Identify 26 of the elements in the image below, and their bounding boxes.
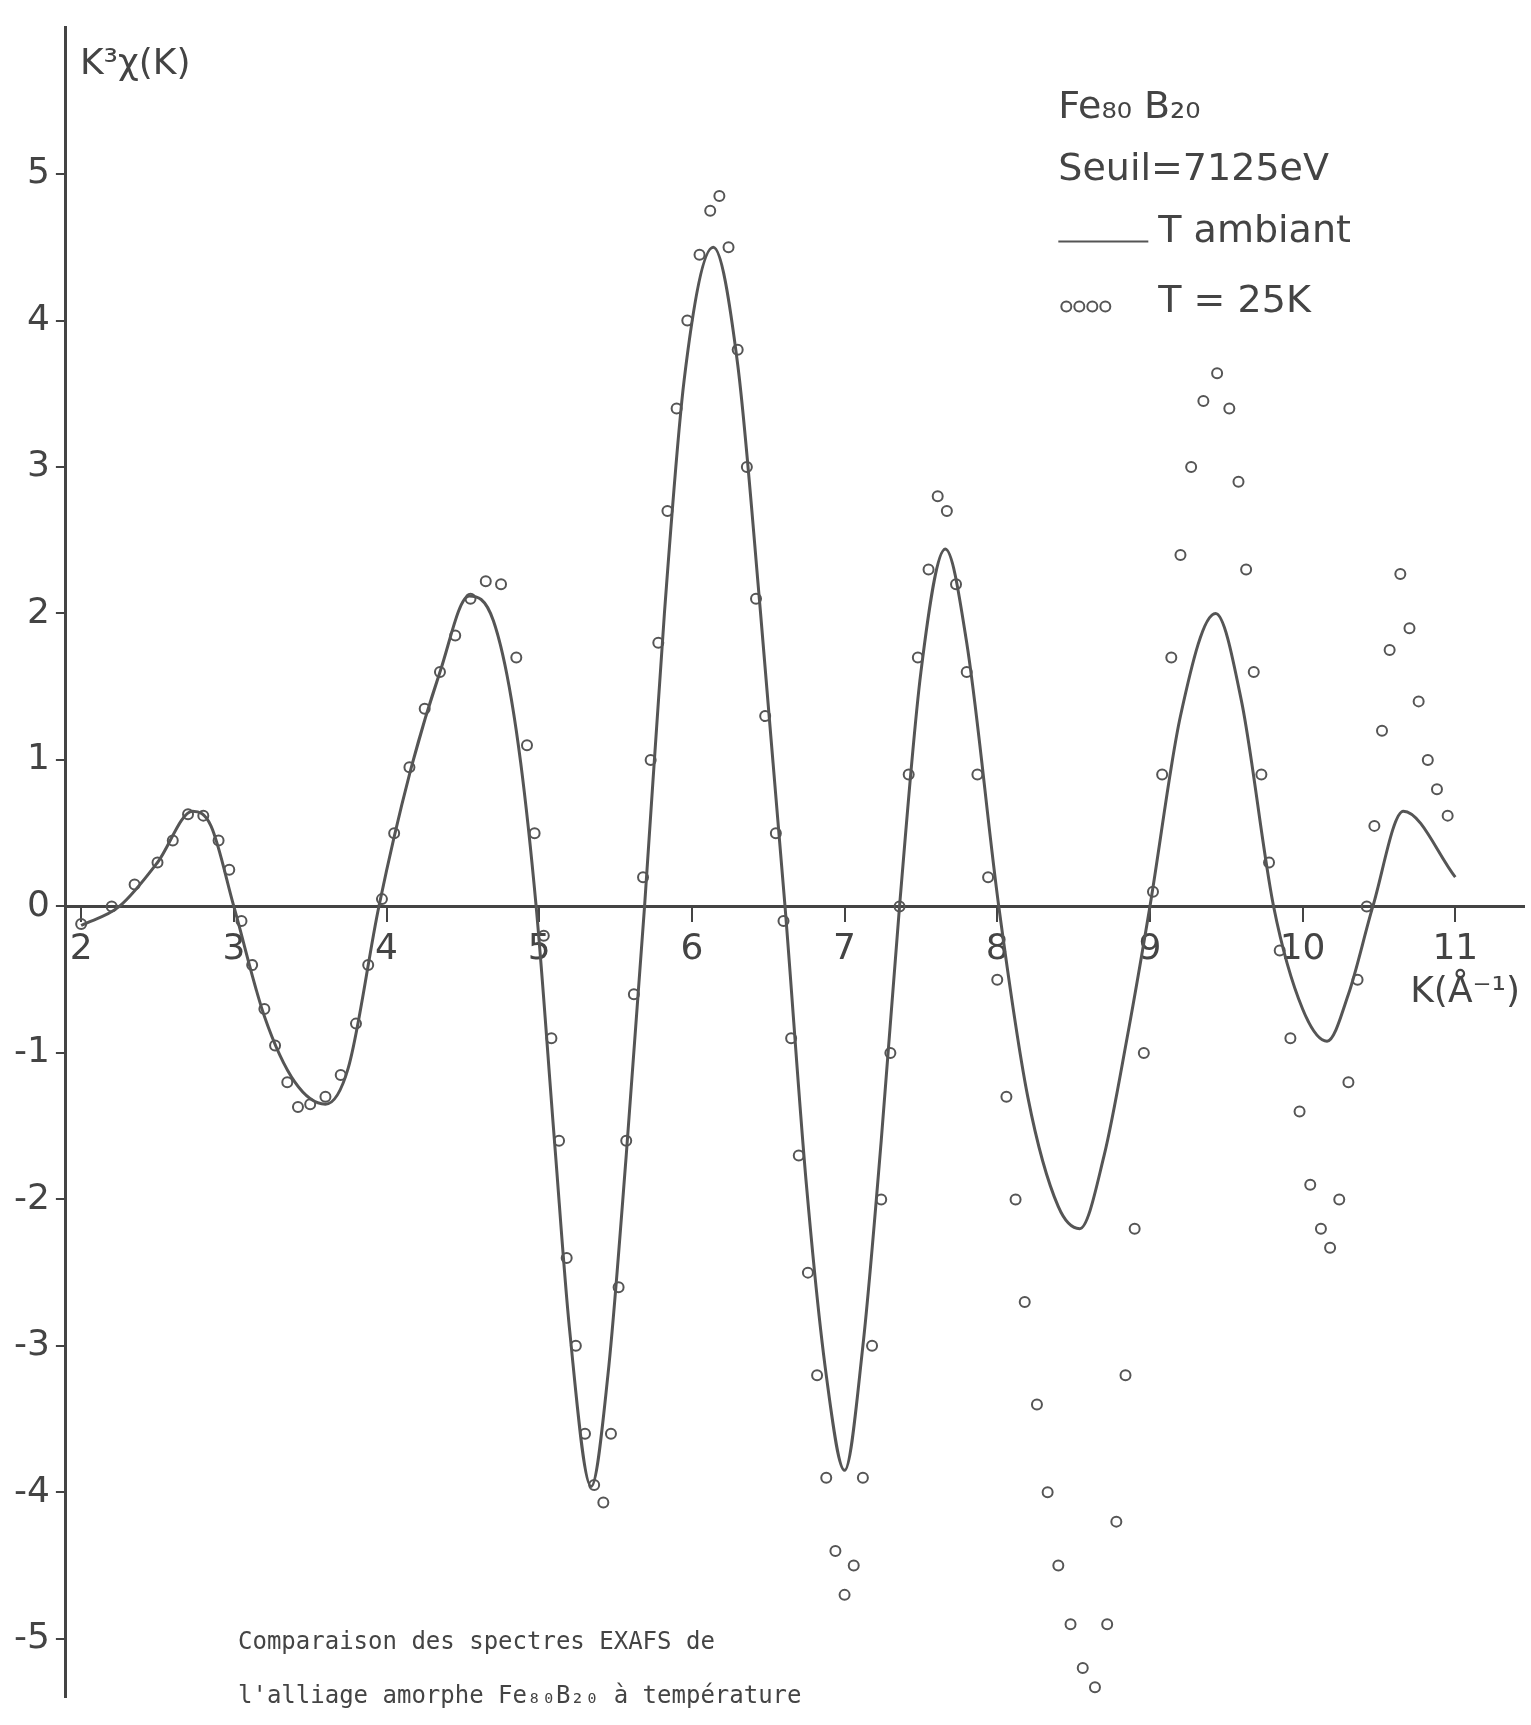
y-tick-label: -1 bbox=[13, 1029, 50, 1071]
y-axis-title: K³χ(K) bbox=[79, 40, 191, 82]
y-tick-label: 1 bbox=[26, 736, 50, 778]
annotation: Comparaison des spectres EXAFS de bbox=[238, 1627, 715, 1655]
text: Seuil=7125eV bbox=[1058, 144, 1329, 189]
x-tick-label: 2 bbox=[69, 926, 93, 968]
annotation: l'alliage amorphe Fe₈₀B₂₀ à température bbox=[238, 1681, 802, 1709]
y-tick-label: -3 bbox=[13, 1322, 50, 1364]
y-tick-label: 5 bbox=[26, 150, 50, 192]
legend-label: T = 25K bbox=[1157, 276, 1312, 321]
y-tick-label: -5 bbox=[13, 1615, 50, 1657]
x-axis-title: K(Å⁻¹) bbox=[1410, 968, 1520, 1011]
x-tick-label: 6 bbox=[680, 926, 704, 968]
x-tick-label: 4 bbox=[375, 926, 398, 968]
legend-label: T ambiant bbox=[1157, 206, 1351, 251]
x-tick-label: 11 bbox=[1432, 926, 1479, 968]
x-tick-label: 10 bbox=[1279, 926, 1326, 968]
y-tick-label: 0 bbox=[26, 882, 50, 924]
y-tick-label: -2 bbox=[13, 1175, 50, 1217]
x-tick-label: 7 bbox=[833, 926, 857, 968]
y-tick-label: 3 bbox=[26, 443, 50, 485]
x-tick-label: 3 bbox=[222, 926, 246, 968]
y-tick-label: 4 bbox=[26, 296, 50, 338]
y-tick-label: -4 bbox=[13, 1468, 50, 1510]
y-tick-label: 2 bbox=[26, 589, 50, 631]
text: Fe₈₀ B₂₀ bbox=[1058, 82, 1201, 127]
